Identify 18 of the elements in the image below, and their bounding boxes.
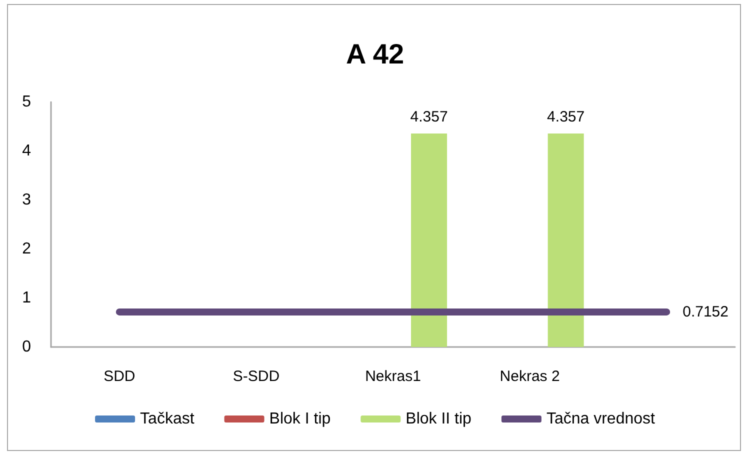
data-label: 4.357 — [547, 108, 585, 126]
legend-label: Blok II tip — [406, 410, 472, 428]
data-label: 0.7152 — [682, 303, 728, 320]
y-tick-label: 2 — [22, 240, 32, 258]
data-label: 4.357 — [410, 108, 448, 126]
legend-label: Tačna vrednost — [546, 410, 656, 428]
x-tick-label: Nekras 2 — [500, 368, 560, 385]
y-tick-label: 1 — [22, 290, 32, 306]
legend-label: Blok I tip — [269, 410, 331, 428]
x-tick-label: S-SDD — [232, 368, 280, 385]
x-tick-label: Nekras1 — [365, 368, 421, 385]
y-tick-label: 5 — [22, 94, 32, 110]
y-tick-label: 4 — [22, 142, 32, 160]
x-tick-label: SDD — [104, 368, 136, 385]
chart-title: A 42 — [346, 38, 404, 70]
y-tick-label: 0 — [22, 338, 32, 356]
legend-label: Tačkast — [140, 410, 195, 428]
y-tick-label: 3 — [22, 192, 32, 208]
